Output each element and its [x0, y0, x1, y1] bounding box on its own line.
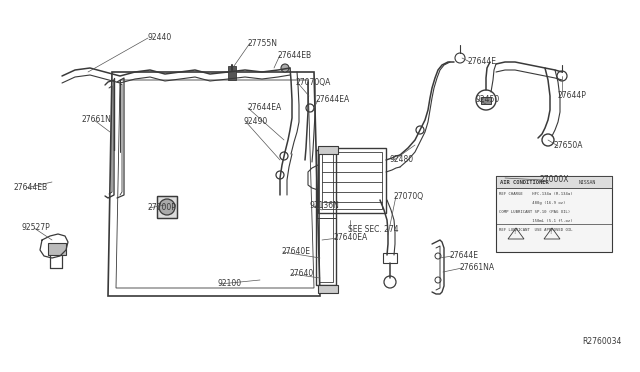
- Text: !: !: [549, 231, 551, 235]
- Text: 27640E: 27640E: [282, 247, 311, 257]
- Bar: [496, 176, 612, 252]
- Text: 27661NA: 27661NA: [460, 263, 495, 273]
- Text: 27755N: 27755N: [248, 38, 278, 48]
- Text: 27644P: 27644P: [558, 92, 587, 100]
- Text: SEE SEC. 274: SEE SEC. 274: [348, 225, 399, 234]
- Text: 27640: 27640: [290, 269, 314, 279]
- Text: 92450: 92450: [476, 96, 500, 105]
- Bar: [383, 253, 397, 263]
- Text: NISSAN: NISSAN: [579, 180, 596, 185]
- Text: 27650A: 27650A: [554, 141, 584, 151]
- Text: 92490: 92490: [244, 118, 268, 126]
- Bar: [316, 150, 336, 285]
- Bar: [48, 243, 66, 255]
- Text: 27661N: 27661N: [82, 115, 112, 125]
- Bar: [157, 196, 177, 218]
- Text: 27070Q: 27070Q: [394, 192, 424, 201]
- Text: 92136N: 92136N: [310, 202, 340, 211]
- Bar: [157, 196, 177, 218]
- Text: 27644E: 27644E: [450, 251, 479, 260]
- Text: !: !: [513, 231, 515, 235]
- Text: 480g (16.9 oz): 480g (16.9 oz): [499, 201, 566, 205]
- Bar: [481, 97, 491, 104]
- Text: COMP LUBRICANT SP-10 (PAG OIL): COMP LUBRICANT SP-10 (PAG OIL): [499, 210, 570, 214]
- Circle shape: [281, 64, 289, 72]
- Text: REF CHARGE    HFC-134a (R-134a): REF CHARGE HFC-134a (R-134a): [499, 192, 573, 196]
- Text: 150mL (5.1 fl.oz): 150mL (5.1 fl.oz): [499, 219, 573, 223]
- Circle shape: [159, 199, 175, 215]
- Text: 92527P: 92527P: [22, 224, 51, 232]
- Text: 27700P: 27700P: [148, 203, 177, 212]
- Text: 92100: 92100: [218, 279, 242, 289]
- Text: 27640EA: 27640EA: [334, 234, 368, 243]
- Text: 27644EB: 27644EB: [278, 51, 312, 60]
- Text: 27070QA: 27070QA: [296, 77, 332, 87]
- Bar: [318, 148, 386, 213]
- Text: REF LUBRICANT  USE APPROVED OIL: REF LUBRICANT USE APPROVED OIL: [499, 228, 573, 232]
- Text: 27644EB: 27644EB: [14, 183, 48, 192]
- Bar: [228, 66, 236, 80]
- Text: 27644E: 27644E: [468, 58, 497, 67]
- Bar: [318, 285, 338, 293]
- Bar: [319, 153, 333, 282]
- Bar: [322, 152, 382, 209]
- Text: R2760034: R2760034: [582, 337, 621, 346]
- Text: 27644EA: 27644EA: [248, 103, 282, 112]
- Bar: [318, 146, 338, 154]
- Text: 92440: 92440: [148, 33, 172, 42]
- Bar: [496, 176, 612, 188]
- Text: 92480: 92480: [390, 155, 414, 164]
- Text: AIR CONDITIONER: AIR CONDITIONER: [500, 180, 548, 185]
- Text: 27000X: 27000X: [540, 176, 570, 185]
- Text: 27644EA: 27644EA: [316, 96, 350, 105]
